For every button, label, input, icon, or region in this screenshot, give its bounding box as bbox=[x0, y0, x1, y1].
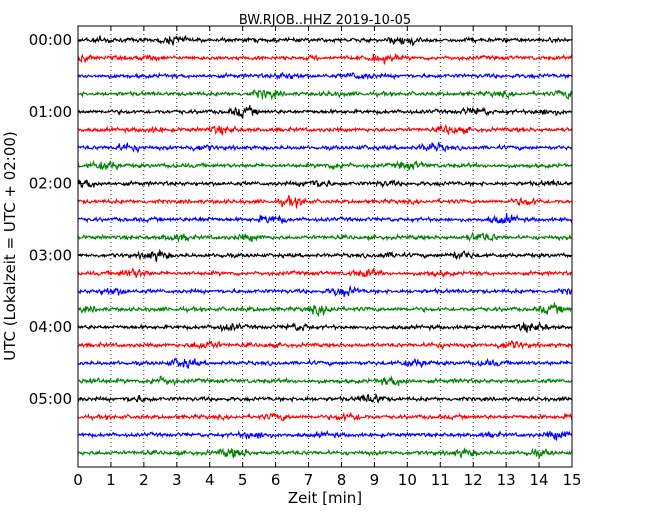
x-tick-label: 10 bbox=[398, 471, 417, 489]
y-axis: 00:00 01:00 02:00 03:00 04:00 05:00 bbox=[29, 31, 572, 408]
trace-line bbox=[77, 213, 573, 225]
vertical-grid bbox=[110, 26, 540, 467]
trace-line bbox=[77, 339, 573, 351]
trace-line bbox=[77, 123, 573, 136]
y-axis-label: UTC (Lokalzeit = UTC + 02:00) bbox=[1, 131, 19, 361]
trace-line bbox=[77, 71, 573, 81]
trace-line bbox=[77, 320, 573, 334]
x-tick-label: 8 bbox=[337, 471, 347, 489]
plot-frame bbox=[77, 25, 573, 468]
trace-line bbox=[77, 231, 573, 244]
x-tick-label: 0 bbox=[73, 471, 83, 489]
trace-line bbox=[77, 34, 573, 47]
trace-line bbox=[77, 105, 573, 119]
x-tick-label: 14 bbox=[530, 471, 549, 489]
trace-line bbox=[77, 447, 573, 460]
x-tick-label: 5 bbox=[238, 471, 248, 489]
trace-line bbox=[77, 302, 573, 317]
y-tick-label: 00:00 bbox=[29, 31, 72, 49]
trace-line bbox=[77, 429, 573, 442]
trace-line bbox=[77, 266, 573, 278]
x-tick-label: 9 bbox=[370, 471, 380, 489]
trace-line bbox=[77, 159, 573, 171]
trace-line bbox=[77, 248, 573, 263]
x-tick-label: 7 bbox=[304, 471, 314, 489]
x-tick-label: 1 bbox=[106, 471, 116, 489]
x-tick-label: 4 bbox=[205, 471, 215, 489]
y-tick-label: 03:00 bbox=[29, 246, 72, 264]
trace-line bbox=[77, 285, 573, 298]
x-tick-label: 12 bbox=[464, 471, 483, 489]
x-tick-label: 11 bbox=[431, 471, 450, 489]
x-tick-label: 15 bbox=[562, 471, 581, 489]
trace-line bbox=[77, 52, 573, 65]
traces bbox=[77, 34, 573, 460]
trace-line bbox=[77, 357, 573, 369]
chart-title: BW.RJOB..HHZ 2019-10-05 bbox=[239, 13, 411, 28]
trace-line bbox=[77, 178, 573, 189]
y-tick-label: 02:00 bbox=[29, 175, 72, 193]
x-axis-label: Zeit [min] bbox=[288, 489, 362, 507]
trace-line bbox=[77, 375, 573, 387]
y-tick-label: 04:00 bbox=[29, 318, 72, 336]
trace-line bbox=[77, 195, 573, 209]
x-axis: 0 1 2 3 4 5 6 7 8 9 10 11 12 13 14 15 bbox=[73, 26, 582, 489]
x-tick-label: 13 bbox=[497, 471, 516, 489]
trace-line bbox=[77, 411, 573, 423]
y-tick-label: 05:00 bbox=[29, 390, 72, 408]
trace-line bbox=[77, 392, 573, 404]
y-tick-label: 01:00 bbox=[29, 103, 72, 121]
trace-line bbox=[77, 141, 573, 154]
x-tick-label: 6 bbox=[271, 471, 281, 489]
trace-line bbox=[77, 88, 573, 101]
x-tick-label: 2 bbox=[139, 471, 149, 489]
x-tick-label: 3 bbox=[172, 471, 182, 489]
